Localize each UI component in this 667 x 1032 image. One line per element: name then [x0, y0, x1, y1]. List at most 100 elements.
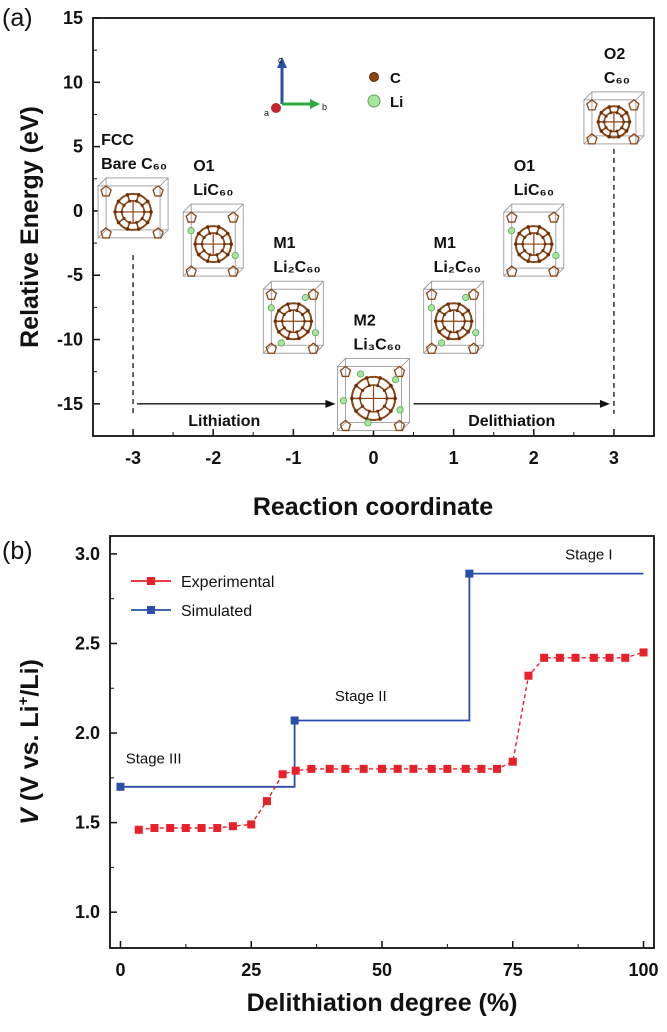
panel-a-label: (a)	[2, 4, 33, 32]
b-ytick-label: 2.0	[75, 723, 100, 743]
structure-phase-label: O1	[514, 158, 535, 175]
lithium-atom	[231, 251, 239, 260]
panel-b-x-axis: 0 25 50 75 100	[115, 941, 659, 980]
experimental-point	[307, 764, 316, 773]
experimental-point	[443, 764, 452, 773]
b-xtick-label: 50	[372, 960, 392, 980]
a-xtick-label: 3	[609, 448, 619, 468]
legend-entry: Simulated	[181, 603, 252, 620]
simulated-point	[290, 716, 299, 725]
experimental-point	[341, 764, 350, 773]
lithium-atom	[396, 406, 404, 414]
stage-label: Stage II	[335, 688, 387, 705]
structure-formula-label: Bare C₆₀	[101, 156, 167, 173]
reaction-arrows: Lithiation Delithiation	[132, 148, 615, 430]
simulated-point	[465, 569, 474, 578]
b-xtick-label: 100	[629, 960, 659, 980]
stage-label: Stage III	[126, 750, 182, 767]
b-ytick-label: 2.5	[75, 633, 100, 653]
lithium-atom	[508, 227, 516, 235]
structure-formula-label: Li₃C₆₀	[354, 336, 402, 353]
a-ytick-label: -15	[57, 394, 83, 414]
lithium-atom	[472, 329, 480, 337]
experimental-point	[540, 653, 549, 662]
lithium-atom	[301, 293, 310, 302]
a-xtick-label: 2	[529, 448, 539, 468]
lithium-atom	[339, 397, 348, 405]
lithium-atom	[356, 370, 365, 378]
legend-swatch-marker	[147, 606, 155, 614]
experimental-point	[461, 764, 470, 773]
panel-b-legend: Experimental Simulated	[131, 574, 274, 620]
experimental-point	[359, 764, 368, 773]
crystal-axes-icon: c b a	[264, 55, 327, 118]
a-ytick-label: 10	[63, 72, 83, 92]
experimental-point	[228, 822, 237, 831]
b-xtick-label: 75	[503, 960, 523, 980]
stage-label: Stage I	[565, 546, 613, 563]
panel-b-frame	[109, 535, 655, 949]
carbon-atom-icon	[369, 72, 379, 82]
experimental-point	[166, 823, 175, 832]
experimental-point	[555, 653, 564, 662]
unit-cell-structure	[97, 177, 169, 239]
experimental-point	[213, 823, 222, 832]
experimental-series-line	[138, 651, 644, 831]
unit-cell-structure	[583, 91, 645, 145]
atom-legend-c: C	[390, 70, 401, 87]
experimental-point	[589, 653, 598, 662]
atom-legend-li: Li	[390, 94, 403, 111]
panel-a-x-axis: -3 -2 -1 0 1 2 3	[125, 429, 655, 468]
panel-a-x-label: Reaction coordinate	[253, 493, 493, 521]
structure-formula-label: Li₂C₆₀	[273, 259, 320, 276]
panel-b-x-label: Delithiation degree (%)	[247, 989, 518, 1017]
experimental-point	[477, 764, 486, 773]
structure-formula-label: LiC₆₀	[514, 182, 554, 199]
experimental-point	[524, 671, 533, 680]
experimental-point	[247, 820, 256, 829]
simulated-series-line	[120, 572, 644, 788]
atom-legend: C Li	[367, 70, 403, 111]
axis-a-label: a	[264, 108, 269, 118]
a-xtick-label: 1	[449, 448, 459, 468]
b-ytick-label: 1.0	[75, 902, 100, 922]
unit-cell-structure	[337, 357, 410, 432]
b-xtick-label: 25	[241, 960, 261, 980]
lithium-atom	[311, 329, 320, 337]
a-xtick-label: -1	[285, 448, 301, 468]
panel-b-annotations: Stage III Stage II Stage I	[126, 546, 613, 767]
arrow-head-icon	[599, 399, 610, 408]
experimental-point	[150, 823, 159, 832]
experimental-point	[197, 823, 206, 832]
unit-cell-structure	[503, 203, 565, 277]
legend-entry: Experimental	[181, 574, 274, 591]
a-xtick-label: -3	[125, 448, 141, 468]
structure-phase-label: M1	[434, 235, 456, 252]
experimental-point	[134, 825, 143, 834]
axis-b-label: b	[322, 102, 327, 112]
structure-phase-label: O2	[604, 46, 625, 63]
experimental-point	[291, 766, 300, 775]
panel-a-y-axis: -15 -10 -5 0 5 10 15	[57, 8, 100, 437]
experimental-point	[427, 764, 436, 773]
structure-phase-label: M1	[273, 235, 295, 252]
experimental-point	[378, 764, 386, 773]
experimental-point	[393, 764, 402, 773]
experimental-point	[278, 770, 287, 779]
b-ytick-label: 3.0	[75, 544, 100, 564]
structure-formula-label: LiC₆₀	[193, 182, 233, 199]
unit-cell-structure	[182, 203, 244, 277]
panel-b-label: (b)	[2, 537, 33, 565]
structure-phase-label: O1	[193, 158, 214, 175]
a-ytick-label: 5	[73, 137, 83, 157]
reaction-arrow-label: Delithiation	[468, 413, 555, 430]
experimental-point	[493, 764, 502, 773]
unit-cell-structure	[262, 280, 324, 354]
reaction-arrow-label: Lithiation	[188, 413, 260, 430]
experimental-point	[181, 823, 190, 832]
a-ytick-label: 0	[73, 201, 83, 221]
simulated-point	[116, 782, 125, 791]
structure-formula-label: C₆₀	[604, 70, 630, 87]
